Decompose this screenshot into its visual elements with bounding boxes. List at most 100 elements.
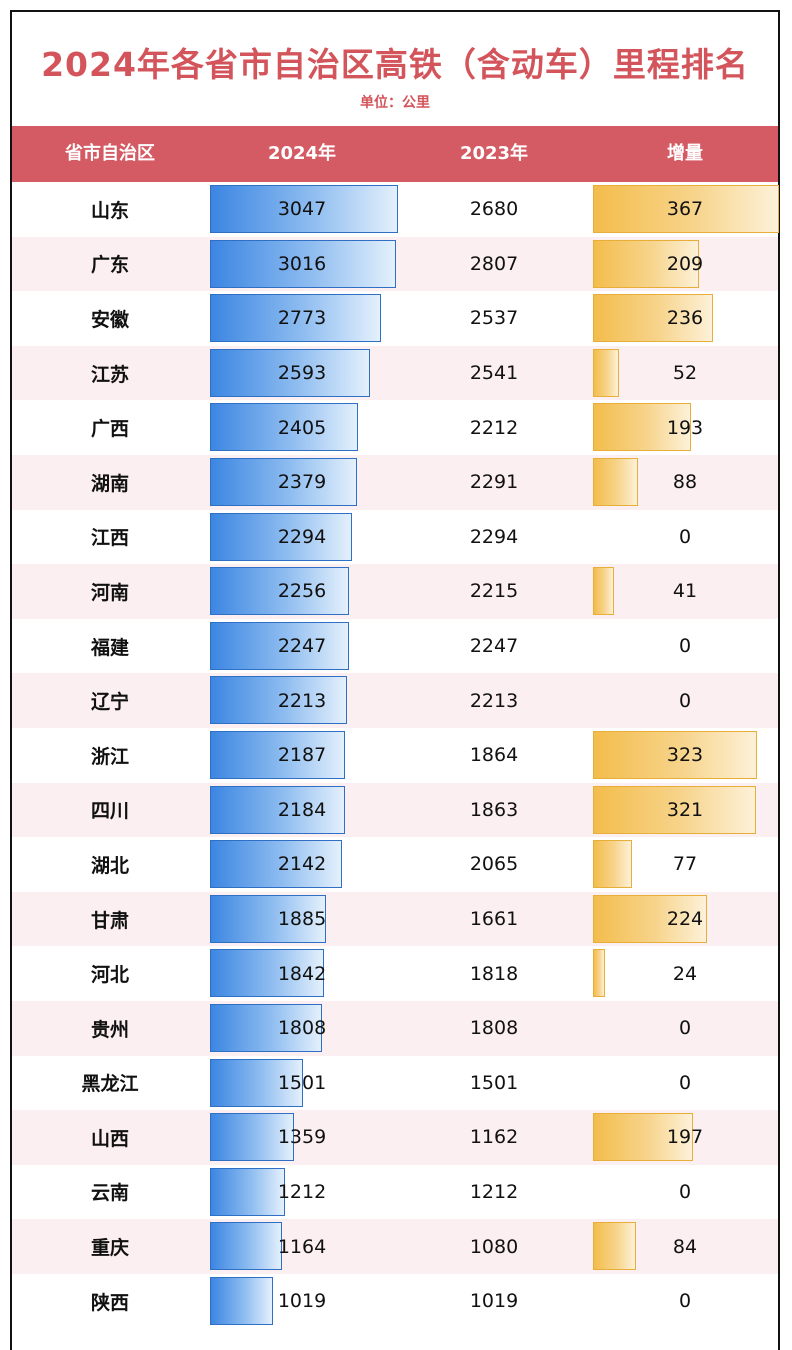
cell-increase-text: 84 xyxy=(672,1235,698,1258)
cell-increase: 0 xyxy=(592,619,778,674)
cell-province: 陕西 xyxy=(12,1274,208,1329)
cell-province: 云南 xyxy=(12,1165,208,1220)
cell-province: 甘肃 xyxy=(12,892,208,947)
cell-2024: 1019 xyxy=(208,1274,396,1329)
bar-increase xyxy=(593,785,756,834)
table-row: 四川 2184 1863 321 xyxy=(12,782,778,838)
cell-increase: 88 xyxy=(592,455,778,510)
cell-2023: 2213 xyxy=(396,673,592,728)
cell-2023-text: 1864 xyxy=(469,744,519,767)
bar-2024 xyxy=(210,730,345,779)
cell-province: 贵州 xyxy=(12,1001,208,1056)
cell-2023: 2294 xyxy=(396,510,592,565)
cell-province-text: 甘肃 xyxy=(90,909,129,932)
bar-increase xyxy=(593,403,691,452)
cell-increase-text: 0 xyxy=(678,1017,692,1040)
cell-increase: 24 xyxy=(592,946,778,1001)
cell-increase: 224 xyxy=(592,892,778,947)
cell-province-text: 云南 xyxy=(90,1182,129,1205)
cell-province-text: 安徽 xyxy=(90,308,129,331)
cell-increase-text: 77 xyxy=(672,853,698,876)
cell-2024-text: 1212 xyxy=(277,1180,327,1203)
cell-increase-text: 321 xyxy=(666,798,704,821)
table-row: 河南 2256 2215 41 xyxy=(12,564,778,619)
cell-2023: 1162 xyxy=(396,1110,592,1165)
cell-2024: 1359 xyxy=(208,1110,396,1165)
cell-increase: 84 xyxy=(592,1219,778,1274)
cell-province-text: 辽宁 xyxy=(90,691,129,714)
cell-2023: 1080 xyxy=(396,1219,592,1274)
cell-2023-text: 1863 xyxy=(469,798,519,821)
cell-province: 广西 xyxy=(12,400,208,455)
cell-2024-text: 2184 xyxy=(277,798,327,821)
bar-2024 xyxy=(210,403,359,452)
cell-2024-text: 2142 xyxy=(277,853,327,876)
cell-increase-text: 0 xyxy=(678,1071,692,1094)
cell-2023-text: 2537 xyxy=(469,307,519,330)
cell-2023: 2291 xyxy=(396,455,592,510)
cell-increase-text: 224 xyxy=(666,908,704,931)
cell-2024: 2213 xyxy=(208,673,396,728)
cell-province-text: 河北 xyxy=(90,964,129,987)
bar-2024 xyxy=(210,1058,303,1107)
cell-2024: 1808 xyxy=(208,1001,396,1056)
cell-2023: 1864 xyxy=(396,728,592,783)
cell-2024-text: 1501 xyxy=(277,1071,327,1094)
cell-province-text: 重庆 xyxy=(90,1237,129,1260)
table-row: 湖北 2142 2065 77 xyxy=(12,837,778,892)
cell-province-text: 黑龙江 xyxy=(81,1073,139,1096)
cell-province: 山东 xyxy=(12,182,208,237)
cell-2023: 2680 xyxy=(396,182,592,237)
cell-2023: 2215 xyxy=(396,564,592,619)
cell-2023-text: 2212 xyxy=(469,416,519,439)
cell-2023-text: 2291 xyxy=(469,471,519,494)
cell-2023-text: 2541 xyxy=(469,362,519,385)
cell-increase: 0 xyxy=(592,1165,778,1220)
cell-2023: 1212 xyxy=(396,1165,592,1220)
cell-province: 河南 xyxy=(12,564,208,619)
cell-2023: 2065 xyxy=(396,837,592,892)
table-row: 广东 3016 2807 209 xyxy=(12,236,778,292)
bar-2024 xyxy=(210,457,357,506)
cell-2023-text: 1212 xyxy=(469,1180,519,1203)
cell-2023: 1019 xyxy=(396,1274,592,1329)
cell-2023: 2212 xyxy=(396,400,592,455)
table-row: 浙江 2187 1864 323 xyxy=(12,728,778,783)
table-row: 甘肃 1885 1661 224 xyxy=(12,891,778,947)
cell-2023-text: 1818 xyxy=(469,962,519,985)
cell-2023-text: 1019 xyxy=(469,1290,519,1313)
cell-2024: 2184 xyxy=(208,783,396,838)
bar-2024 xyxy=(210,785,345,834)
cell-increase-text: 0 xyxy=(678,1180,692,1203)
cell-increase-text: 197 xyxy=(666,1126,704,1149)
bar-increase xyxy=(593,949,606,998)
cell-province-text: 江西 xyxy=(90,527,129,550)
bar-increase xyxy=(593,457,638,506)
cell-2024: 2187 xyxy=(208,728,396,783)
cell-2024: 3047 xyxy=(208,182,396,237)
table-row: 山东 3047 2680 367 xyxy=(12,182,779,237)
table-row: 陕西 1019 1019 0 xyxy=(12,1274,778,1329)
cell-2023: 1863 xyxy=(396,783,592,838)
cell-2024: 2294 xyxy=(208,510,396,565)
bar-2024 xyxy=(210,239,397,288)
cell-province: 广东 xyxy=(12,237,208,292)
cell-increase: 0 xyxy=(592,1001,778,1056)
unit-label: 单位：公里 xyxy=(360,95,430,111)
cell-province: 江西 xyxy=(12,510,208,565)
table-row: 辽宁 2213 2213 0 xyxy=(12,673,778,728)
cell-increase-text: 193 xyxy=(666,416,704,439)
bar-2024 xyxy=(210,894,327,943)
cell-province-text: 山东 xyxy=(90,199,129,222)
cell-2024: 3016 xyxy=(208,237,396,292)
table-row: 山西 1359 1162 197 xyxy=(12,1110,778,1165)
cell-2023-text: 1080 xyxy=(469,1235,519,1258)
cell-2024-text: 1842 xyxy=(277,962,327,985)
cell-increase: 367 xyxy=(592,182,778,237)
cell-province-text: 福建 xyxy=(90,636,129,659)
cell-2024-text: 2379 xyxy=(277,471,327,494)
cell-2024-text: 1885 xyxy=(277,908,327,931)
cell-2023-text: 2215 xyxy=(469,580,519,603)
bar-2024 xyxy=(210,621,349,670)
bar-increase xyxy=(593,348,620,397)
